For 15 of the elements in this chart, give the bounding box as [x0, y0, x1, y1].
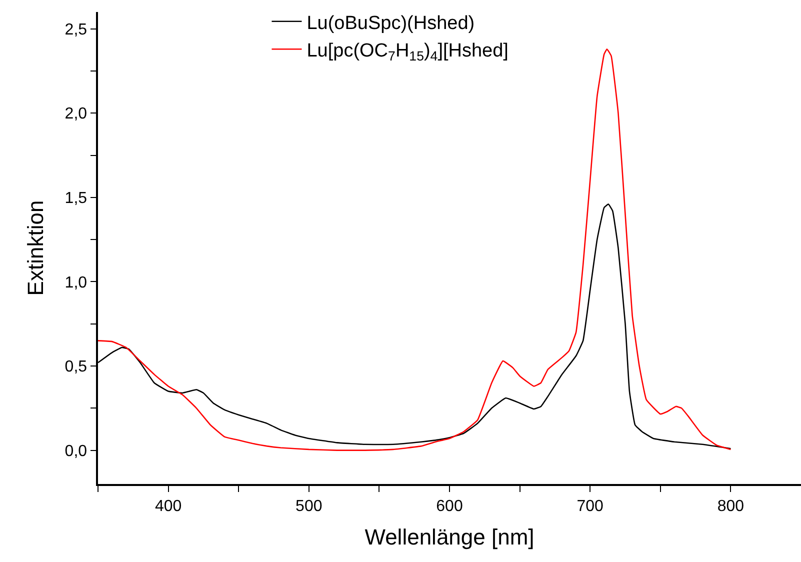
y-axis-title: Extinktion [23, 200, 48, 296]
x-tick-label: 800 [717, 498, 744, 515]
y-tick-label: 2,0 [64, 106, 88, 123]
y-tick-label: 0,5 [64, 358, 88, 376]
legend-label: Lu(oBuSpc)(Hshed) [306, 12, 475, 34]
y-tick-label: 0,0 [64, 442, 88, 460]
legend-label: Lu[pc(OC$_{7}$H$_{15}$)$_{4}$][Hshed] [306, 40, 508, 64]
x-tick-label: 600 [436, 498, 463, 515]
x-tick-label: 500 [296, 498, 322, 515]
x-tick-label: 700 [576, 498, 604, 515]
y-tick-label: 2,5 [64, 21, 88, 38]
y-tick-label: 1,0 [64, 274, 88, 292]
x-axis-title: Wellenlänge [nm] [364, 524, 534, 550]
x-tick-label: 400 [154, 498, 182, 515]
y-tick-label: 1,5 [64, 190, 88, 208]
